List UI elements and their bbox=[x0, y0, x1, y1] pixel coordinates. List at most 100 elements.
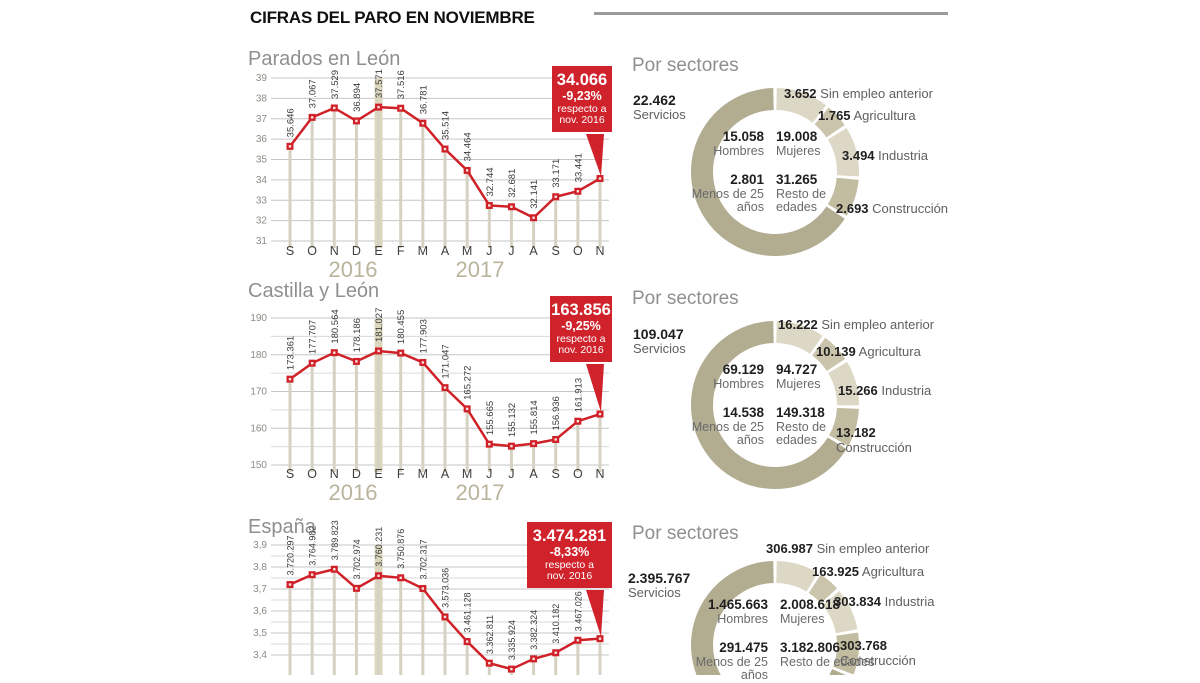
svg-text:177.903: 177.903 bbox=[418, 319, 429, 353]
svg-text:35.646: 35.646 bbox=[286, 108, 297, 137]
svg-text:177.707: 177.707 bbox=[308, 320, 319, 354]
breakdown-hombres: 15.058 Hombres bbox=[713, 129, 764, 158]
callout-espana: 3.474.281 -8,33% respecto a nov. 2016 bbox=[527, 522, 612, 588]
svg-text:33: 33 bbox=[256, 195, 268, 206]
breakdown-menores: 291.475 Menos de 25 años bbox=[695, 640, 768, 683]
svg-text:O: O bbox=[573, 467, 583, 481]
svg-text:31: 31 bbox=[256, 236, 268, 247]
svg-text:37.516: 37.516 bbox=[396, 70, 407, 99]
svg-text:M: M bbox=[462, 244, 472, 258]
svg-text:34: 34 bbox=[256, 175, 268, 186]
svg-text:36.894: 36.894 bbox=[352, 83, 363, 112]
callout-percent: -8,33% bbox=[549, 545, 590, 560]
sector-label-agricultura: 1.765 Agricultura bbox=[818, 108, 916, 123]
callout-value: 163.856 bbox=[551, 301, 611, 319]
donut-title-espana: Por sectores bbox=[632, 523, 739, 544]
svg-text:3,7: 3,7 bbox=[253, 584, 267, 595]
svg-text:D: D bbox=[352, 467, 361, 481]
donut-title-leon: Por sectores bbox=[632, 55, 739, 76]
svg-text:F: F bbox=[397, 244, 405, 258]
svg-text:A: A bbox=[441, 244, 450, 258]
svg-text:190: 190 bbox=[250, 313, 267, 324]
svg-text:N: N bbox=[595, 244, 604, 258]
svg-text:3,5: 3,5 bbox=[253, 628, 267, 639]
svg-text:170: 170 bbox=[250, 387, 267, 398]
svg-text:35.514: 35.514 bbox=[441, 111, 452, 140]
svg-text:3.764.982: 3.764.982 bbox=[308, 526, 318, 566]
svg-text:3.335.924: 3.335.924 bbox=[507, 620, 517, 660]
svg-text:3.573.036: 3.573.036 bbox=[441, 568, 451, 608]
svg-text:S: S bbox=[286, 244, 294, 258]
breakdown-menores: 2.801 Menos de 25 años bbox=[691, 172, 764, 215]
svg-text:2017: 2017 bbox=[456, 257, 505, 282]
svg-text:32.681: 32.681 bbox=[507, 169, 518, 198]
svg-text:E: E bbox=[374, 467, 382, 481]
breakdown-resto: 3.182.806 Resto de edades bbox=[780, 640, 875, 669]
sector-label-servicios: 109.047 Servicios bbox=[633, 326, 686, 357]
svg-text:M: M bbox=[418, 244, 428, 258]
svg-text:32: 32 bbox=[256, 216, 268, 227]
svg-text:178.186: 178.186 bbox=[352, 318, 363, 352]
chart-title-espana: España bbox=[248, 516, 316, 538]
svg-text:F: F bbox=[397, 467, 405, 481]
svg-text:S: S bbox=[286, 467, 294, 481]
sector-label-sin-empleo: 16.222 Sin empleo anterior bbox=[778, 317, 935, 332]
breakdown-menores: 14.538 Menos de 25 años bbox=[691, 405, 764, 448]
sector-label-agricultura: 10.139 Agricultura bbox=[816, 344, 921, 359]
svg-text:J: J bbox=[508, 244, 514, 258]
svg-text:37.067: 37.067 bbox=[308, 79, 319, 108]
callout-note: respecto a bbox=[544, 558, 595, 571]
sector-label-industria: 3.494 Industria bbox=[842, 148, 929, 163]
svg-text:N: N bbox=[595, 467, 604, 481]
callout-value: 3.474.281 bbox=[532, 527, 607, 545]
sector-label-construccion: 2.693 Construcción bbox=[836, 201, 949, 216]
svg-text:J: J bbox=[508, 467, 514, 481]
svg-text:180.564: 180.564 bbox=[330, 309, 341, 343]
page-title: CIFRAS DEL PARO EN NOVIEMBRE bbox=[250, 8, 535, 27]
callout-note: nov. 2016 bbox=[546, 570, 593, 583]
svg-text:3,8: 3,8 bbox=[253, 562, 267, 573]
svg-text:3,4: 3,4 bbox=[253, 650, 267, 661]
svg-text:A: A bbox=[529, 467, 538, 481]
header-rule bbox=[594, 12, 948, 15]
svg-text:3.410.182: 3.410.182 bbox=[551, 604, 561, 644]
svg-text:3.702.974: 3.702.974 bbox=[352, 539, 362, 579]
breakdown-resto: 31.265 Resto de edades bbox=[776, 172, 827, 215]
callout-note: respecto a bbox=[556, 332, 606, 345]
svg-text:32.744: 32.744 bbox=[485, 167, 496, 196]
svg-text:O: O bbox=[307, 467, 317, 481]
svg-text:N: N bbox=[330, 467, 339, 481]
svg-text:S: S bbox=[552, 467, 560, 481]
sector-label-sin-empleo: 3.652 Sin empleo anterior bbox=[784, 86, 933, 101]
svg-text:3.467.026: 3.467.026 bbox=[573, 591, 583, 631]
svg-text:3,9: 3,9 bbox=[253, 540, 267, 551]
svg-text:35: 35 bbox=[256, 155, 268, 166]
donut-breakdown-leon: 15.058 Hombres 19.008 Mujeres 2.801 Menos d… bbox=[686, 129, 860, 215]
sector-label-construccion: 13.182 Construcción bbox=[836, 425, 912, 455]
svg-text:165.272: 165.272 bbox=[463, 366, 474, 400]
sector-label-servicios: 2.395.767 Servicios bbox=[628, 570, 691, 601]
chart-title-castilla: Castilla y León bbox=[248, 280, 380, 302]
callout-percent: -9,25% bbox=[561, 319, 601, 334]
svg-text:155.814: 155.814 bbox=[529, 400, 540, 434]
svg-text:3.789.823: 3.789.823 bbox=[330, 520, 340, 560]
callout-note: nov. 2016 bbox=[559, 114, 605, 127]
sector-label-industria: 303.834 Industria bbox=[834, 594, 935, 609]
svg-text:37: 37 bbox=[256, 114, 268, 125]
svg-text:36: 36 bbox=[256, 134, 268, 145]
svg-text:2016: 2016 bbox=[329, 480, 378, 505]
svg-text:3.702.317: 3.702.317 bbox=[418, 539, 428, 579]
svg-text:160: 160 bbox=[250, 423, 267, 434]
sector-label-industria: 15.266 Industria bbox=[838, 383, 932, 398]
svg-text:180: 180 bbox=[250, 350, 267, 361]
svg-text:181.027: 181.027 bbox=[374, 308, 385, 342]
svg-text:33.171: 33.171 bbox=[551, 159, 562, 188]
svg-text:2016: 2016 bbox=[329, 257, 378, 282]
svg-text:M: M bbox=[462, 467, 472, 481]
donut-breakdown-castilla: 69.129 Hombres 94.727 Mujeres 14.538 Menos … bbox=[686, 362, 860, 448]
donut-chart-leon bbox=[691, 88, 859, 256]
donut-chart-castilla bbox=[691, 321, 859, 489]
svg-text:N: N bbox=[330, 244, 339, 258]
svg-text:S: S bbox=[552, 244, 560, 258]
line-chart-espana: 3,9 3,8 3,7 3,6 3,5 3,4 3.720.297 3.764.982 3.78… bbox=[253, 520, 609, 675]
